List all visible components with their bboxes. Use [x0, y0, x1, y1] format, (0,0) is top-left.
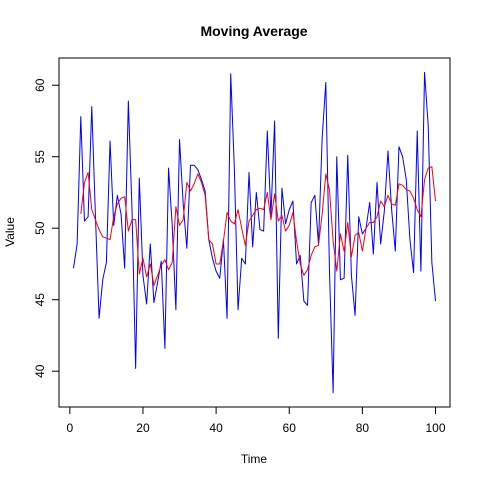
y-tick-label: 50 [33, 221, 47, 235]
x-axis-label: Time [241, 452, 268, 466]
series-layer [72, 71, 437, 394]
series-line-moving-average [80, 166, 437, 286]
x-tick-label: 100 [426, 421, 446, 435]
x-tick-label: 40 [209, 421, 223, 435]
plot-frame [58, 57, 451, 408]
x-axis: 0 20 40 60 80 100 [66, 406, 446, 435]
chart-title: Moving Average [200, 23, 307, 39]
y-tick-label: 45 [33, 293, 47, 307]
x-tick-label: 0 [66, 421, 73, 435]
y-tick-label: 55 [33, 150, 47, 164]
y-axis: 40 45 50 55 60 [33, 78, 60, 378]
y-tick-label: 40 [33, 364, 47, 378]
x-tick-label: 20 [136, 421, 150, 435]
y-axis-label: Value [3, 217, 17, 247]
y-tick-label: 60 [33, 78, 47, 92]
x-tick-label: 60 [283, 421, 297, 435]
x-tick-label: 80 [356, 421, 370, 435]
series-line-raw [72, 71, 437, 394]
